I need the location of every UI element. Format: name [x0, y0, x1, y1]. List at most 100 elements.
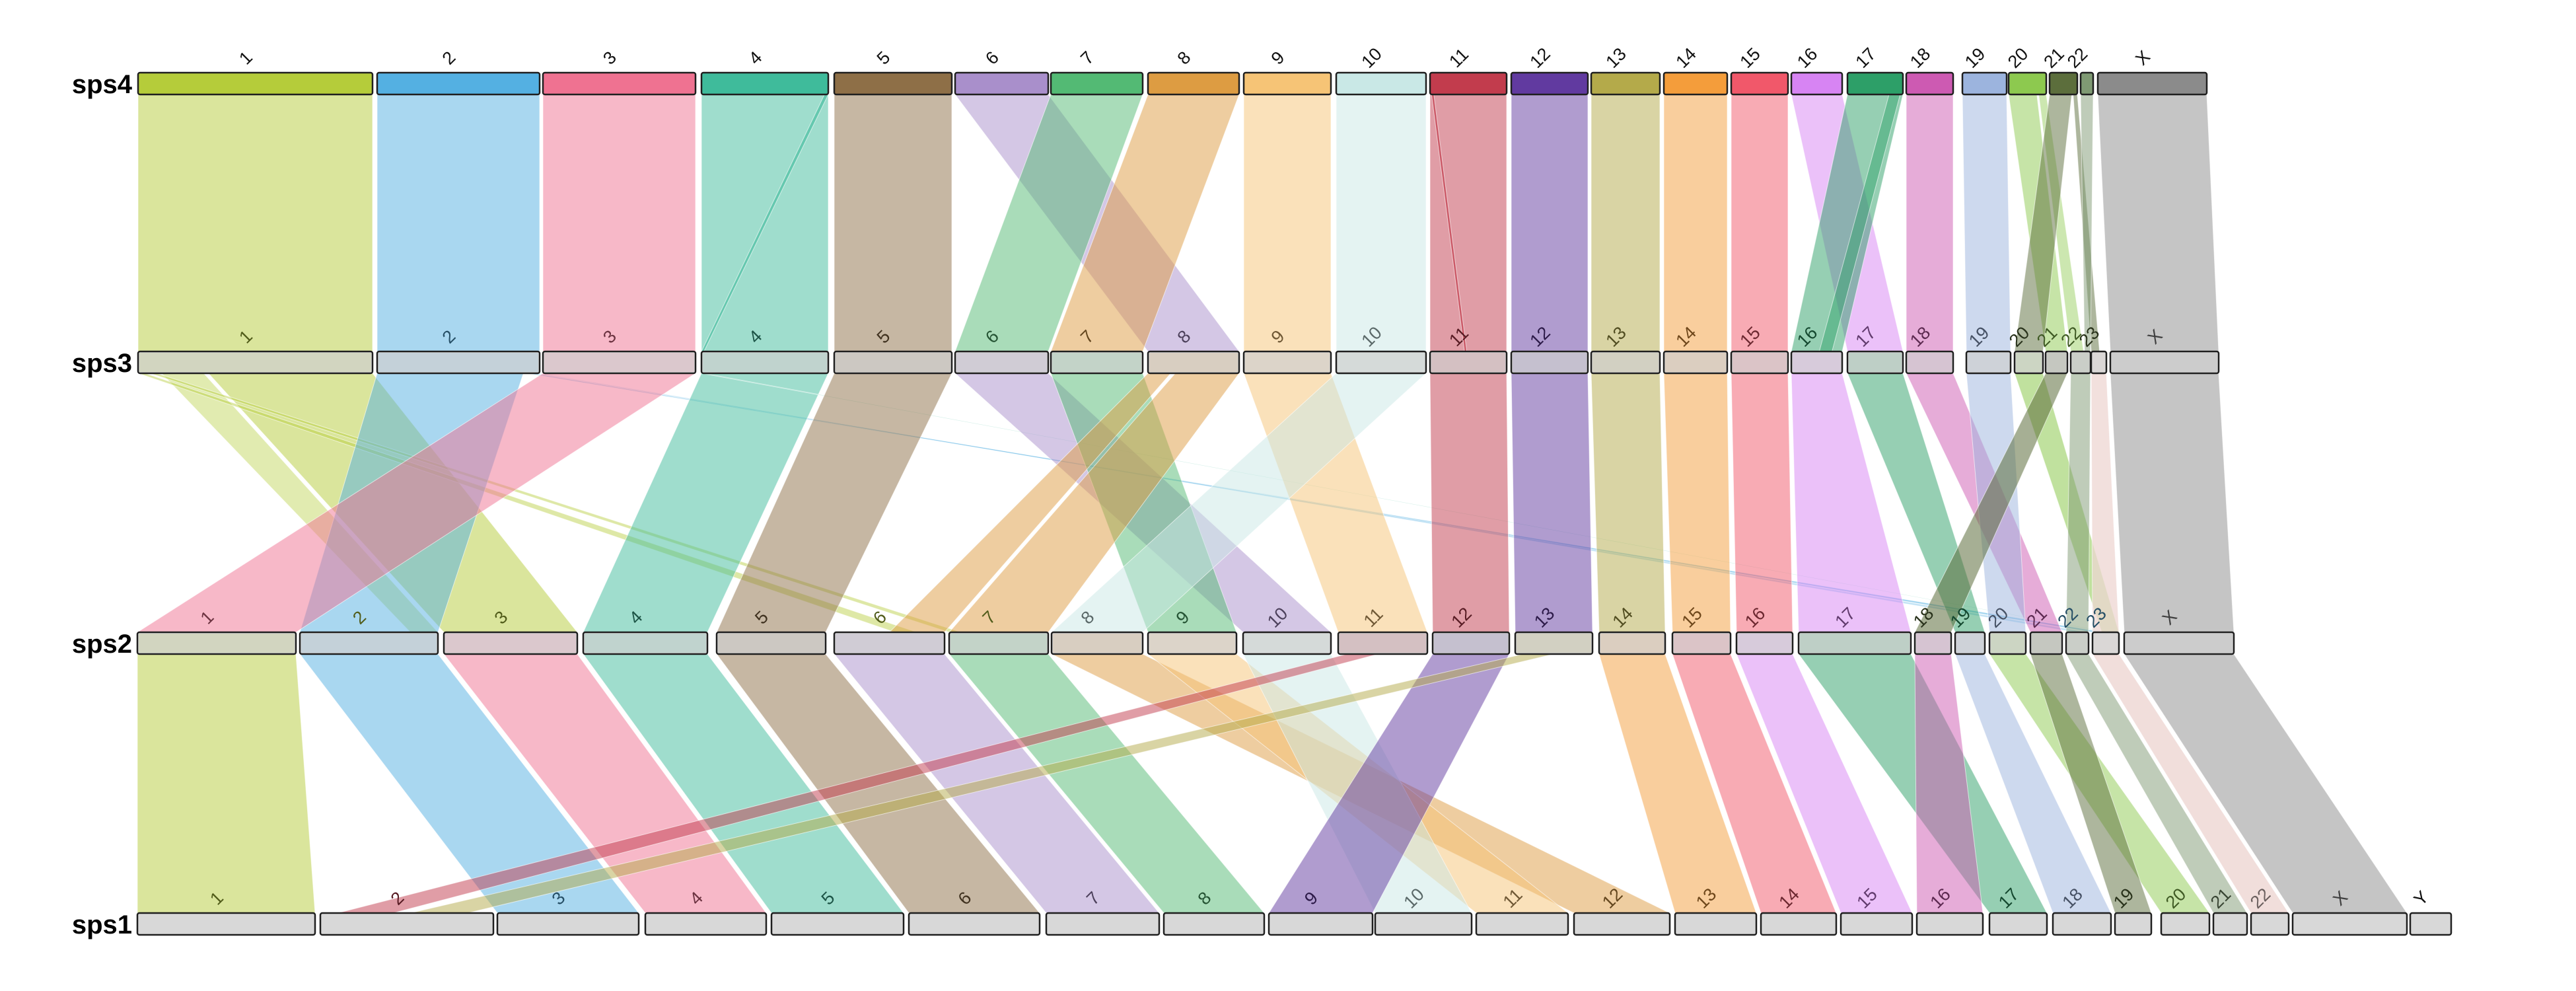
chromosome-bar-tint-sps3-8 [1149, 353, 1238, 372]
chromosome-bar-tint-sps3-16 [1793, 353, 1841, 372]
chromosome-label-sps4-6: 6 [982, 48, 1003, 69]
chromosome-bar-tint-sps2-15 [1674, 634, 1729, 653]
chromosome-bar-sps4-19 [1961, 71, 2008, 96]
chromosome-label-sps1-Y: Y [2410, 887, 2433, 910]
synteny-ribbon-sps411-sps311 [1429, 94, 1507, 352]
chromosome-bar-sps4-5 [833, 71, 953, 96]
chromosome-label-sps4-11: 11 [1445, 44, 1472, 71]
chromosome-bar-tint-sps3-13 [1592, 353, 1659, 372]
chromosome-bar-sps1-9 [1268, 912, 1374, 936]
chromosome-bar-sps2-3 [443, 631, 579, 655]
synteny-ribbon-sps415-sps315 [1731, 94, 1789, 352]
chromosome-bar-sps2-15 [1671, 631, 1732, 655]
chromosome-bar-sps3-9 [1242, 350, 1332, 375]
chromosome-bar-sps2-10 [1242, 631, 1332, 655]
chromosome-label-sps4-3: 3 [599, 48, 620, 69]
chromosome-bar-tint-sps2-22 [2067, 634, 2087, 653]
chromosome-bar-tint-sps2-20 [1991, 634, 2024, 653]
chromosome-bar-sps3-17 [1846, 350, 1904, 375]
chromosome-bar-sps1-X [2291, 912, 2408, 936]
chromosome-bar-sps2-17 [1797, 631, 1912, 655]
chromosome-bar-sps4-4 [700, 71, 830, 96]
chromosome-bar-sps3-12 [1510, 350, 1589, 375]
chromosome-bar-tint-sps2-10 [1244, 634, 1330, 653]
chromosome-bar-sps4-3 [542, 71, 697, 96]
chromosome-bar-sps2-19 [1954, 631, 1986, 655]
chromosome-bar-tint-sps3-22 [2072, 353, 2089, 372]
chromosome-bar-sps2-20 [1988, 631, 2027, 655]
chromosome-bar-tint-sps2-23 [2094, 634, 2118, 653]
chromosome-bar-sps4-13 [1590, 71, 1661, 96]
chromosome-bar-sps2-16 [1735, 631, 1794, 655]
chromosome-label-sps4-8: 8 [1174, 48, 1195, 69]
chromosome-bar-sps4-9 [1242, 71, 1332, 96]
chromosome-bar-tint-sps3-17 [1849, 353, 1902, 372]
chromosome-bar-sps2-7 [948, 631, 1050, 655]
chromosome-bar-sps4-20 [2007, 71, 2048, 96]
chromosome-bar-sps2-14 [1598, 631, 1666, 655]
chromosome-bar-tint-sps3-4 [703, 353, 827, 372]
chromosome-label-sps4-16: 16 [1793, 44, 1821, 71]
chromosome-label-sps4-22: 22 [2063, 44, 2091, 71]
chromosome-bar-tint-sps3-6 [956, 353, 1047, 372]
synteny-ribbon-sps3X-sps2X [2110, 373, 2235, 633]
chromosome-bar-tint-sps2-11 [1340, 634, 1426, 653]
synteny-ribbon-sps314-sps215 [1663, 373, 1731, 633]
chromosome-bar-sps4-11 [1429, 71, 1508, 96]
chromosome-bar-tint-sps2-4 [585, 634, 706, 653]
chromosome-bar-tint-sps3-18 [1908, 353, 1952, 372]
chromosome-bar-sps1-6 [908, 912, 1041, 936]
chromosome-bar-sps3-7 [1050, 350, 1144, 375]
synteny-ribbon-sps45-sps35 [834, 94, 952, 352]
chromosome-bar-sps1-14 [1760, 912, 1838, 936]
chromosome-bar-sps1-13 [1674, 912, 1758, 936]
chromosome-bar-sps4-18 [1905, 71, 1954, 96]
chromosome-bar-sps2-23 [2091, 631, 2120, 655]
chromosome-bar-tint-sps3-7 [1052, 353, 1141, 372]
chromosome-bar-sps2-2 [299, 631, 439, 655]
chromosome-bar-tint-sps3-9 [1245, 353, 1330, 372]
synteny-ribbon-sps49-sps39 [1243, 94, 1332, 352]
chromosome-bar-sps2-5 [715, 631, 827, 655]
chromosome-bar-sps1-20 [2160, 912, 2211, 936]
chromosome-bar-sps4-16 [1790, 71, 1843, 96]
synteny-ribbon-sps410-sps310 [1336, 94, 1427, 352]
chromosome-bar-tint-sps3-21 [2047, 353, 2066, 372]
chromosome-bar-tint-sps2-16 [1738, 634, 1791, 653]
synteny-ribbon-sps322-sps222 [2065, 373, 2091, 633]
chromosome-bar-tint-sps3-2 [378, 353, 538, 372]
chromosome-bar-sps3-5 [833, 350, 953, 375]
chromosome-bar-sps1-7 [1045, 912, 1161, 936]
chromosome-bar-tint-sps3-14 [1665, 353, 1726, 372]
chromosome-bar-sps1-16 [1915, 912, 1984, 936]
chromosome-bar-sps1-11 [1475, 912, 1569, 936]
chromosome-bar-sps3-21 [2044, 350, 2069, 375]
chromosome-bar-sps3-15 [1730, 350, 1789, 375]
row-label-sps4: sps4 [72, 70, 133, 99]
chromosome-bar-sps3-16 [1790, 350, 1843, 375]
chromosome-bar-sps1-21 [2212, 912, 2248, 936]
chromosome-bar-sps2-8 [1050, 631, 1144, 655]
chromosome-bar-sps1-5 [770, 912, 905, 936]
chromosome-bar-sps1-17 [1988, 912, 2048, 936]
chromosome-label-sps4-5: 5 [873, 48, 894, 69]
chromosome-bar-sps4-17 [1846, 71, 1904, 96]
chromosome-label-sps4-15: 15 [1736, 44, 1764, 71]
chromosome-bar-sps2-18 [1914, 631, 1952, 655]
chromosome-bar-tint-sps2-1 [139, 634, 295, 653]
chromosome-label-sps4-10: 10 [1357, 44, 1385, 71]
chromosome-bar-sps3-23 [2090, 350, 2108, 375]
chromosome-bar-tint-sps2-X [2126, 634, 2233, 653]
row-label-sps1: sps1 [72, 910, 132, 939]
chromosome-bar-tint-sps2-18 [1916, 634, 1950, 653]
chromosome-bar-sps4-21 [2048, 71, 2079, 96]
chromosome-bar-sps2-22 [2065, 631, 2090, 655]
chromosome-bar-sps3-2 [376, 350, 541, 375]
chromosome-bar-tint-sps2-17 [1800, 634, 1910, 653]
chromosome-bar-sps2-12 [1431, 631, 1511, 655]
chromosome-bar-sps4-10 [1335, 71, 1427, 96]
chromosome-label-sps4-13: 13 [1602, 44, 1629, 71]
synteny-ribbon-sps42-sps32 [376, 94, 540, 352]
chromosome-bar-sps2-13 [1514, 631, 1594, 655]
